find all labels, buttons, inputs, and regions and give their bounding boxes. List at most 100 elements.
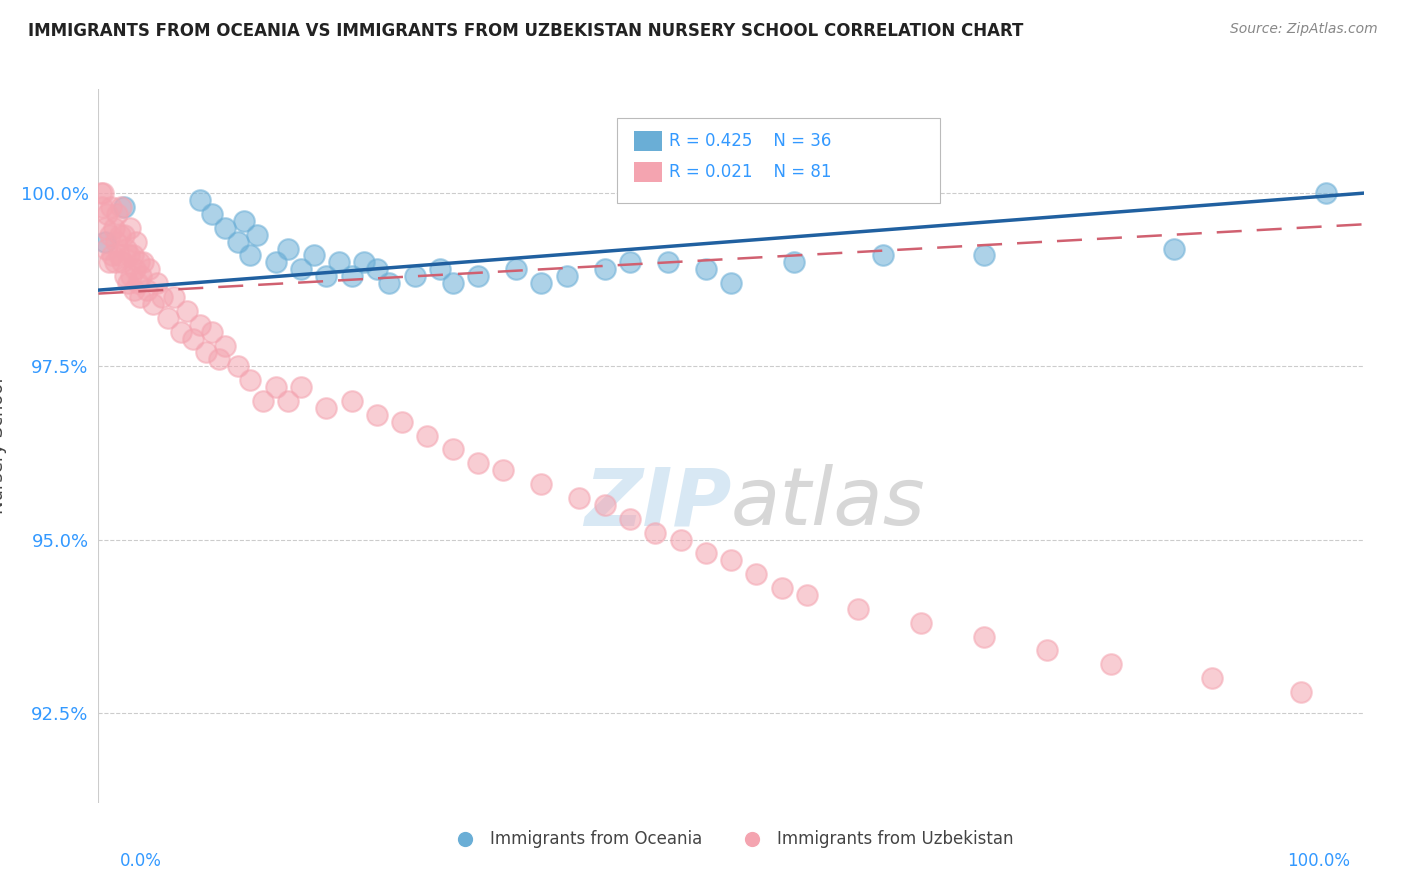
Point (340, 269, 363, 284)
Point (103, 220, 125, 235)
Point (846, 602, 869, 616)
Text: R = 0.021    N = 81: R = 0.021 N = 81 (669, 163, 831, 181)
Point (188, 193, 211, 207)
Point (208, 352, 231, 367)
Point (132, 255, 155, 269)
Point (555, 269, 578, 284)
Text: 100.0%: 100.0% (1286, 852, 1350, 870)
Point (593, 498, 616, 512)
Point (104, 255, 127, 269)
Point (910, 615, 932, 630)
Point (239, 248, 262, 262)
Point (94, 242, 117, 256)
Point (169, 325, 191, 339)
Point (973, 248, 995, 262)
Point (201, 325, 224, 339)
Point (188, 318, 211, 332)
Point (96, 207, 118, 221)
Point (201, 207, 224, 221)
Point (328, 255, 350, 269)
Point (669, 533, 692, 547)
Point (530, 477, 553, 491)
Point (214, 220, 236, 235)
FancyBboxPatch shape (617, 118, 941, 203)
Point (93, 235, 117, 249)
Point (593, 262, 616, 277)
Point (872, 248, 894, 262)
Point (233, 214, 256, 228)
Point (695, 546, 717, 560)
Point (416, 428, 439, 442)
Point (973, 630, 995, 644)
Point (657, 255, 679, 269)
Point (796, 588, 818, 602)
Point (252, 394, 274, 409)
Point (145, 276, 167, 290)
Text: R = 0.425    N = 36: R = 0.425 N = 36 (669, 132, 831, 150)
Text: ZIP: ZIP (583, 464, 731, 542)
Point (101, 248, 124, 262)
Point (117, 276, 139, 290)
Point (226, 235, 249, 249)
Point (315, 401, 337, 415)
Point (277, 242, 299, 256)
Point (366, 262, 388, 277)
Point (115, 242, 138, 256)
Text: 0.0%: 0.0% (120, 852, 162, 870)
Text: Source: ZipAtlas.com: Source: ZipAtlas.com (1230, 22, 1378, 37)
Point (138, 262, 160, 277)
Point (150, 290, 173, 304)
Point (1201, 671, 1223, 685)
Legend: Immigrants from Oceania, Immigrants from Uzbekistan: Immigrants from Oceania, Immigrants from… (441, 824, 1021, 855)
Point (122, 283, 145, 297)
Point (378, 276, 401, 290)
Bar (634, 162, 661, 182)
Point (157, 310, 180, 325)
Point (695, 262, 717, 277)
Point (353, 255, 375, 269)
Point (97, 255, 120, 269)
Point (111, 255, 134, 269)
Point (290, 262, 312, 277)
Point (366, 408, 388, 422)
Point (277, 394, 299, 409)
Point (93, 220, 117, 235)
Point (120, 220, 141, 235)
Point (441, 276, 464, 290)
Text: atlas: atlas (731, 464, 927, 542)
Point (110, 200, 132, 214)
Point (391, 415, 413, 429)
Text: IMMIGRANTS FROM OCEANIA VS IMMIGRANTS FROM UZBEKISTAN NURSERY SCHOOL CORRELATION: IMMIGRANTS FROM OCEANIA VS IMMIGRANTS FR… (28, 22, 1024, 40)
Point (226, 359, 249, 374)
Point (239, 373, 262, 387)
Point (492, 463, 515, 477)
Point (441, 442, 464, 457)
Point (1315, 186, 1337, 201)
Point (264, 380, 287, 394)
Point (619, 255, 641, 269)
Point (124, 262, 146, 277)
Point (135, 283, 157, 297)
Point (720, 553, 742, 567)
Point (1289, 685, 1312, 699)
Point (112, 200, 135, 214)
Point (505, 262, 527, 277)
Point (720, 276, 742, 290)
Point (112, 227, 135, 242)
Point (107, 207, 129, 221)
Y-axis label: Nursery School: Nursery School (0, 377, 7, 515)
Point (163, 290, 186, 304)
Point (619, 512, 641, 526)
Point (1099, 657, 1122, 672)
Point (302, 248, 325, 262)
Point (467, 456, 489, 470)
Point (114, 269, 136, 284)
Point (142, 297, 165, 311)
Point (105, 235, 128, 249)
Point (1163, 242, 1185, 256)
Point (429, 262, 451, 277)
Point (107, 248, 129, 262)
Point (183, 332, 205, 346)
Point (194, 345, 218, 359)
Point (100, 200, 122, 214)
